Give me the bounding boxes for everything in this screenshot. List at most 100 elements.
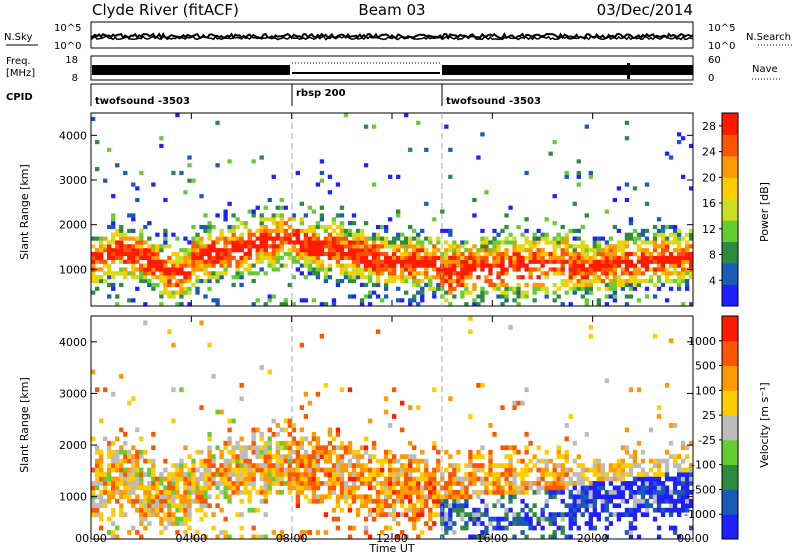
heatmap-cell xyxy=(303,232,309,237)
heatmap-cell xyxy=(592,248,597,253)
heatmap-cell xyxy=(648,240,654,245)
heatmap-cell xyxy=(211,248,216,253)
heatmap-cell xyxy=(287,418,292,424)
heatmap-cell xyxy=(167,498,172,504)
heatmap-cell xyxy=(135,498,140,504)
heatmap-cell xyxy=(155,503,160,509)
heatmap-cell xyxy=(436,481,441,486)
heatmap-cell xyxy=(484,244,489,249)
heatmap-cell xyxy=(524,489,529,495)
heatmap-cell xyxy=(91,498,96,504)
heatmap-cell xyxy=(263,494,268,500)
heatmap-cell xyxy=(187,248,192,253)
heatmap-cell xyxy=(472,282,477,287)
x-tick-label: 20:00 xyxy=(577,532,609,545)
heatmap-cell xyxy=(520,248,525,253)
heatmap-cell xyxy=(588,170,593,176)
heatmap-cell xyxy=(207,458,212,464)
heatmap-cell xyxy=(135,275,140,280)
heatmap-cell xyxy=(552,489,557,495)
heatmap-cell xyxy=(512,449,517,455)
heatmap-cell xyxy=(135,507,140,513)
heatmap-cell xyxy=(404,236,409,241)
heatmap-cell xyxy=(404,472,409,477)
heatmap-cell xyxy=(532,298,537,303)
heatmap-cell xyxy=(624,472,630,477)
heatmap-cell xyxy=(632,525,638,531)
heatmap-cell xyxy=(500,255,505,260)
heatmap-cell xyxy=(383,244,389,249)
heatmap-cell xyxy=(355,275,361,280)
heatmap-cell xyxy=(227,498,232,504)
heatmap-cell xyxy=(175,516,180,522)
heatmap-cell xyxy=(480,132,485,137)
heatmap-cell xyxy=(524,472,529,477)
heatmap-cell xyxy=(584,278,589,284)
heatmap-cell xyxy=(668,155,674,160)
heatmap-cell xyxy=(492,525,497,531)
heatmap-cell xyxy=(656,259,662,264)
heatmap-cell xyxy=(267,236,272,241)
heatmap-cell xyxy=(424,271,429,276)
heatmap-cell xyxy=(512,251,517,257)
heatmap-cell xyxy=(596,267,601,272)
heatmap-cell xyxy=(335,236,341,241)
heatmap-cell xyxy=(540,516,545,522)
x-axis-label: Time UT xyxy=(368,542,414,554)
heatmap-cell xyxy=(383,449,389,455)
heatmap-cell xyxy=(616,463,622,468)
heatmap-cell xyxy=(115,163,120,168)
heatmap-cell xyxy=(335,224,341,230)
heatmap-cell xyxy=(432,440,437,446)
heatmap-cell xyxy=(103,436,108,442)
heatmap-cell xyxy=(319,170,325,176)
heatmap-cell xyxy=(464,525,469,531)
heatmap-cell xyxy=(580,512,585,517)
heatmap-cell xyxy=(151,182,156,187)
heatmap-cell xyxy=(408,263,413,268)
heatmap-cell xyxy=(572,251,577,257)
heatmap-cell xyxy=(448,525,453,531)
heatmap-cell xyxy=(219,251,224,257)
heatmap-cell xyxy=(584,271,589,276)
heatmap-cell xyxy=(656,467,662,473)
heatmap-cell xyxy=(656,405,662,410)
heatmap-cell xyxy=(520,294,525,299)
heatmap-cell xyxy=(267,251,272,257)
heatmap-cell xyxy=(207,463,212,468)
heatmap-cell xyxy=(596,485,601,491)
heatmap-cell xyxy=(211,463,216,468)
heatmap-cell xyxy=(291,458,296,464)
heatmap-cell xyxy=(379,244,385,249)
heatmap-cell xyxy=(588,489,593,495)
heatmap-cell xyxy=(111,236,116,241)
heatmap-cell xyxy=(215,236,220,241)
heatmap-cell xyxy=(432,472,437,477)
heatmap-cell xyxy=(147,248,152,253)
heatmap-cell xyxy=(540,476,545,482)
heatmap-cell xyxy=(367,271,373,276)
colorbar-segment xyxy=(722,220,738,243)
heatmap-cell xyxy=(412,507,417,513)
heatmap-cell xyxy=(544,467,549,473)
heatmap-cell xyxy=(151,267,156,272)
heatmap-cell xyxy=(400,263,405,268)
heatmap-cell xyxy=(387,494,393,500)
heatmap-cell xyxy=(404,507,409,513)
heatmap-cell xyxy=(448,282,453,287)
heatmap-cell xyxy=(131,498,136,504)
heatmap-cell xyxy=(379,485,385,491)
heatmap-cell xyxy=(307,228,313,233)
heatmap-cell xyxy=(311,232,317,237)
heatmap-cell xyxy=(383,512,389,517)
heatmap-cell xyxy=(616,282,622,287)
heatmap-cell xyxy=(139,275,144,280)
heatmap-cell xyxy=(327,236,333,241)
heatmap-cell xyxy=(596,481,601,486)
heatmap-cell xyxy=(572,228,577,233)
heatmap-cell xyxy=(636,232,642,237)
heatmap-cell xyxy=(99,418,104,424)
heatmap-cell xyxy=(540,282,545,287)
heatmap-cell xyxy=(327,489,333,495)
heatmap-cell xyxy=(143,248,148,253)
